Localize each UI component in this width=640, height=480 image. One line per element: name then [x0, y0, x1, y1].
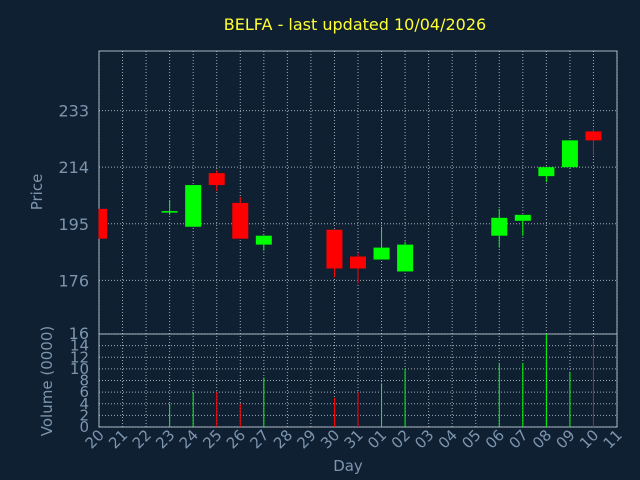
candle-23 — [161, 199, 178, 215]
candle-09 — [561, 140, 578, 168]
candle-body — [514, 214, 531, 221]
candle-08 — [538, 167, 555, 183]
candle-body — [232, 202, 249, 239]
candle-27 — [255, 235, 272, 251]
day-tick-label: 24 — [176, 426, 202, 452]
candle-01 — [373, 226, 390, 260]
day-tick-label: 01 — [364, 426, 390, 452]
price-tick-label: 195 — [58, 215, 89, 234]
candle-body — [538, 167, 555, 177]
candle-body — [585, 131, 602, 141]
candle-10 — [585, 128, 602, 156]
candle-31 — [350, 253, 366, 284]
day-tick-label: 25 — [199, 426, 225, 452]
candle-26 — [232, 196, 249, 239]
price-tick-labels: 176 195 214 233 — [58, 102, 89, 291]
candle-07 — [514, 214, 531, 236]
volume-tick-label: 10 — [70, 360, 89, 378]
volume-tick-label: 6 — [79, 383, 89, 401]
day-tick-label: 06 — [482, 426, 508, 452]
candle-body — [373, 247, 390, 260]
day-tick-label: 26 — [223, 426, 249, 452]
day-tick-label: 03 — [411, 426, 437, 452]
day-tick-label: 30 — [317, 426, 343, 452]
day-axis-label: Day — [333, 457, 363, 475]
candle-24 — [185, 185, 202, 227]
volume-tick-label: 12 — [70, 348, 89, 366]
day-tick-label: 28 — [270, 426, 296, 452]
candle-20 — [98, 208, 107, 239]
volume-tick-label: 14 — [70, 337, 89, 355]
candle-body — [99, 208, 107, 239]
day-tick-label: 27 — [246, 426, 272, 452]
day-tick-label: 29 — [294, 426, 320, 452]
price-candles — [98, 128, 602, 284]
day-tick-label: 10 — [576, 426, 602, 452]
volume-axis-label: Volume (0000) — [38, 326, 56, 436]
grid-lines — [98, 51, 618, 428]
candle-body — [185, 185, 202, 227]
candle-body — [326, 229, 343, 269]
chart-title: BELFA - last updated 10/04/2026 — [224, 15, 486, 34]
price-tick-label: 176 — [58, 271, 89, 290]
candle-25 — [208, 170, 225, 192]
volume-tick-label: 0 — [79, 418, 89, 436]
volume-tick-label: 4 — [79, 395, 89, 413]
day-tick-label: 11 — [600, 426, 626, 452]
volume-tick-label: 16 — [69, 324, 89, 343]
day-tick-label: 05 — [458, 426, 484, 452]
day-tick-labels: 2021222324252627282930310102030405060708… — [82, 426, 626, 452]
price-tick-label: 233 — [58, 102, 89, 121]
day-tick-label: 09 — [553, 426, 579, 452]
day-tick-label: 07 — [505, 426, 531, 452]
price-axis-label: Price — [28, 174, 46, 211]
candle-30 — [326, 229, 343, 278]
candle-body — [491, 217, 508, 236]
day-tick-label: 23 — [152, 426, 178, 452]
candle-02 — [397, 241, 414, 272]
day-tick-label: 31 — [341, 426, 367, 452]
candle-06 — [491, 208, 508, 248]
day-tick-label: 08 — [529, 426, 555, 452]
volume-tick-label: 2 — [79, 406, 89, 424]
candle-body — [350, 256, 366, 269]
day-tick-label: 04 — [435, 426, 461, 452]
day-tick-label: 02 — [388, 426, 414, 452]
volume-bars — [169, 334, 594, 427]
day-tick-label: 22 — [129, 426, 155, 452]
day-tick-label: 21 — [105, 426, 131, 452]
candle-body — [561, 140, 578, 168]
price-tick-label: 214 — [58, 158, 89, 177]
candle-body — [208, 173, 225, 186]
volume-tick-label: 8 — [79, 372, 89, 390]
candle-body — [397, 244, 414, 272]
candle-body — [255, 235, 272, 245]
